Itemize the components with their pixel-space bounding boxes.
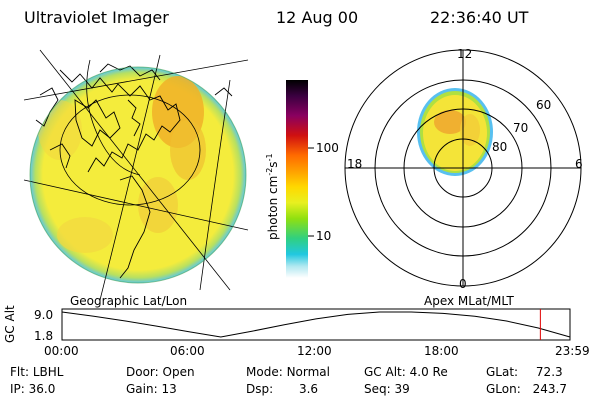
mlt-label-18: 18 — [347, 157, 363, 171]
flt-field: Flt: LBHL — [10, 365, 64, 379]
mlt-label-6: 6 — [575, 157, 583, 171]
time-tick-0000: 00:00 — [44, 344, 79, 358]
gc-alt-axis-label: GC Alt — [3, 305, 17, 343]
lat-lon-grid — [23, 49, 249, 301]
geographic-caption: Geographic Lat/Lon — [70, 294, 188, 308]
colorbar-tick-10: 10 — [316, 229, 332, 243]
mlat-label-70: 70 — [513, 121, 529, 135]
glon-field: GLon: 243.7 — [486, 382, 567, 396]
seq-field: Seq: 39 — [364, 382, 410, 396]
time-tick-1200: 12:00 — [297, 344, 332, 358]
ip-field: IP: 36.0 — [10, 382, 56, 396]
altitude-curve — [61, 311, 571, 338]
instrument-title: Ultraviolet Imager — [24, 8, 169, 27]
polar-grid — [344, 49, 582, 287]
alt-tick-low: 1.8 — [34, 329, 54, 343]
dsp-field: Dsp: 3.6 — [246, 382, 319, 396]
observation-date: 12 Aug 00 — [276, 8, 359, 27]
time-tick-2359: 23:59 — [555, 344, 590, 358]
time-tick-1800: 18:00 — [424, 344, 459, 358]
time-tick-0600: 06:00 — [170, 344, 205, 358]
glat-field: GLat: 72.3 — [486, 365, 563, 379]
mode-field: Mode: Normal — [246, 365, 330, 379]
coastline-overlay — [35, 63, 233, 279]
door-field: Door: Open — [126, 365, 195, 379]
polar-caption: Apex MLat/MLT — [424, 294, 514, 308]
mlat-label-80: 80 — [492, 140, 508, 154]
mlat-label-60: 60 — [536, 98, 552, 112]
mlt-label-0: 0 — [459, 277, 467, 291]
alt-tick-high: 9.0 — [34, 308, 54, 322]
mlt-label-12: 12 — [457, 47, 473, 61]
colorbar-tick-100: 100 — [316, 141, 339, 155]
gain-field: Gain: 13 — [126, 382, 177, 396]
gc-alt-field: GC Alt: 4.0 Re — [364, 365, 448, 379]
observation-time: 22:36:40 UT — [430, 8, 529, 27]
